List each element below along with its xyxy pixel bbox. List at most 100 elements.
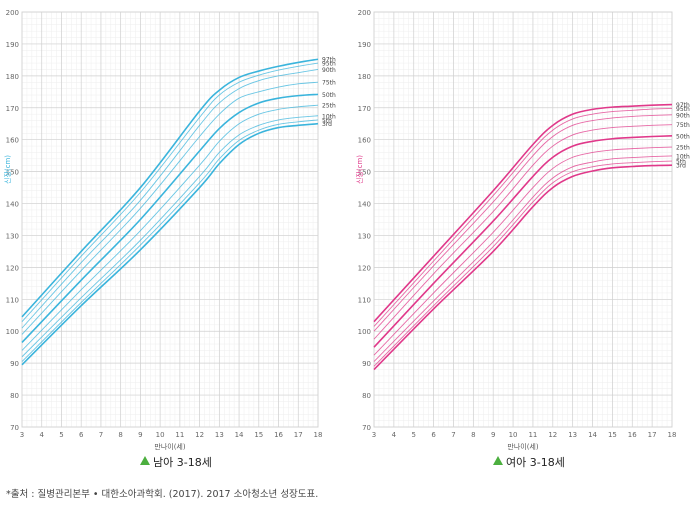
series-end-label: 5th — [676, 159, 686, 166]
y-tick-label: 160 — [6, 137, 19, 145]
series-end-label: 75th — [322, 80, 336, 87]
x-tick-label: 10 — [509, 431, 518, 439]
x-tick-label: 12 — [195, 431, 204, 439]
x-tick-label: 17 — [648, 431, 657, 439]
series-line-5th — [373, 160, 673, 367]
y-tick-label: 120 — [358, 264, 371, 272]
series-line-5th — [21, 119, 319, 362]
x-tick-label: 16 — [274, 431, 283, 439]
series-end-label: 3rd — [676, 163, 686, 170]
x-tick-label: 13 — [215, 431, 224, 439]
y-tick-label: 170 — [6, 105, 19, 113]
x-tick-label: 3 — [372, 431, 376, 439]
y-tick-label: 100 — [6, 328, 19, 336]
y-tick-label: 130 — [6, 232, 19, 240]
x-tick-label: 17 — [294, 431, 303, 439]
y-tick-label: 190 — [6, 41, 19, 49]
x-tick-label: 16 — [628, 431, 637, 439]
y-tick-label: 70 — [10, 424, 19, 432]
x-tick-label: 4 — [392, 431, 397, 439]
x-tick-label: 13 — [568, 431, 577, 439]
y-tick-label: 200 — [358, 9, 371, 17]
x-tick-label: 6 — [79, 431, 84, 439]
series-line-97th — [21, 58, 319, 318]
x-tick-label: 3 — [20, 431, 24, 439]
x-tick-label: 8 — [471, 431, 475, 439]
x-tick-label: 18 — [668, 431, 677, 439]
series-line-90th — [373, 114, 673, 332]
series-line-25th — [21, 104, 319, 351]
series-line-3rd — [373, 164, 673, 371]
y-tick-label: 150 — [6, 169, 19, 177]
chart-panel-2: 70 80 90 100 110 120 130 140 150 160 170 180 190 200 3… — [355, 9, 690, 469]
y-tick-label: 140 — [6, 201, 19, 209]
x-tick-label: 6 — [431, 431, 436, 439]
x-tick-label: 4 — [39, 431, 44, 439]
y-tick-label: 190 — [358, 41, 371, 49]
series-end-label: 10th — [322, 113, 336, 120]
y-tick-label: 150 — [358, 169, 371, 177]
series-end-label: 97th — [322, 57, 336, 64]
series-end-label: 25th — [676, 145, 690, 152]
y-axis-label: 신장(cm) — [355, 155, 364, 184]
series-end-label: 97th — [676, 102, 690, 109]
series-end-label: 50th — [322, 92, 336, 99]
y-tick-label: 90 — [362, 360, 371, 368]
x-tick-label: 12 — [548, 431, 557, 439]
y-tick-label: 120 — [6, 264, 19, 272]
x-tick-label: 15 — [254, 431, 263, 439]
x-tick-label: 15 — [608, 431, 617, 439]
series-line-10th — [21, 115, 319, 358]
x-axis-label: 만나이(세) — [154, 442, 185, 451]
chart-caption: 여아 3-18세 — [506, 456, 565, 469]
x-axis-label: 만나이(세) — [507, 442, 538, 451]
y-tick-label: 180 — [6, 73, 19, 81]
x-tick-label: 11 — [175, 431, 184, 439]
x-tick-label: 9 — [138, 431, 142, 439]
series-line-10th — [373, 155, 673, 362]
source-footnote: *출처 : 질병관리본부 • 대한소아과학회. (2017). 2017 소아청… — [6, 489, 319, 500]
series-end-label: 10th — [676, 153, 690, 160]
caption-triangle-icon — [493, 456, 503, 465]
x-tick-label: 7 — [451, 431, 455, 439]
y-tick-label: 90 — [10, 360, 19, 368]
y-tick-label: 110 — [6, 296, 19, 304]
series-line-97th — [373, 103, 673, 323]
x-tick-label: 10 — [156, 431, 165, 439]
y-tick-label: 70 — [362, 424, 371, 432]
x-tick-label: 18 — [314, 431, 323, 439]
y-tick-label: 100 — [358, 328, 371, 336]
y-tick-label: 110 — [358, 296, 371, 304]
x-tick-label: 7 — [99, 431, 103, 439]
x-tick-label: 5 — [59, 431, 63, 439]
growth-charts: 70 80 90 100 110 120 130 140 150 160 170 180 190 200 3… — [3, 9, 690, 469]
caption-triangle-icon — [140, 456, 150, 465]
series-end-label: 50th — [676, 133, 690, 140]
y-tick-label: 200 — [6, 9, 19, 17]
y-tick-label: 80 — [10, 392, 19, 400]
y-tick-label: 160 — [358, 137, 371, 145]
series-end-label: 75th — [676, 122, 690, 129]
y-tick-label: 140 — [358, 201, 371, 209]
series-end-label: 90th — [676, 112, 690, 119]
series-end-label: 3rd — [322, 121, 332, 128]
series-end-label: 25th — [322, 103, 336, 110]
series-line-75th — [21, 81, 319, 335]
y-tick-label: 170 — [358, 105, 371, 113]
series-line-95th — [373, 107, 673, 327]
x-tick-label: 9 — [491, 431, 495, 439]
series-line-25th — [373, 146, 673, 356]
y-axis-label: 신장(cm) — [3, 155, 12, 184]
series-end-label: 95th — [322, 61, 336, 68]
y-tick-label: 80 — [362, 392, 371, 400]
series-line-90th — [21, 69, 319, 329]
y-tick-label: 180 — [358, 73, 371, 81]
chart-caption: 남아 3-18세 — [153, 456, 212, 469]
chart-panel-1: 70 80 90 100 110 120 130 140 150 160 170 180 190 200 3… — [3, 9, 336, 469]
y-tick-label: 130 — [358, 232, 371, 240]
x-tick-label: 11 — [528, 431, 537, 439]
series-line-50th — [373, 135, 673, 348]
series-end-label: 90th — [322, 67, 336, 74]
x-tick-label: 14 — [588, 431, 597, 439]
series-line-75th — [373, 124, 673, 340]
